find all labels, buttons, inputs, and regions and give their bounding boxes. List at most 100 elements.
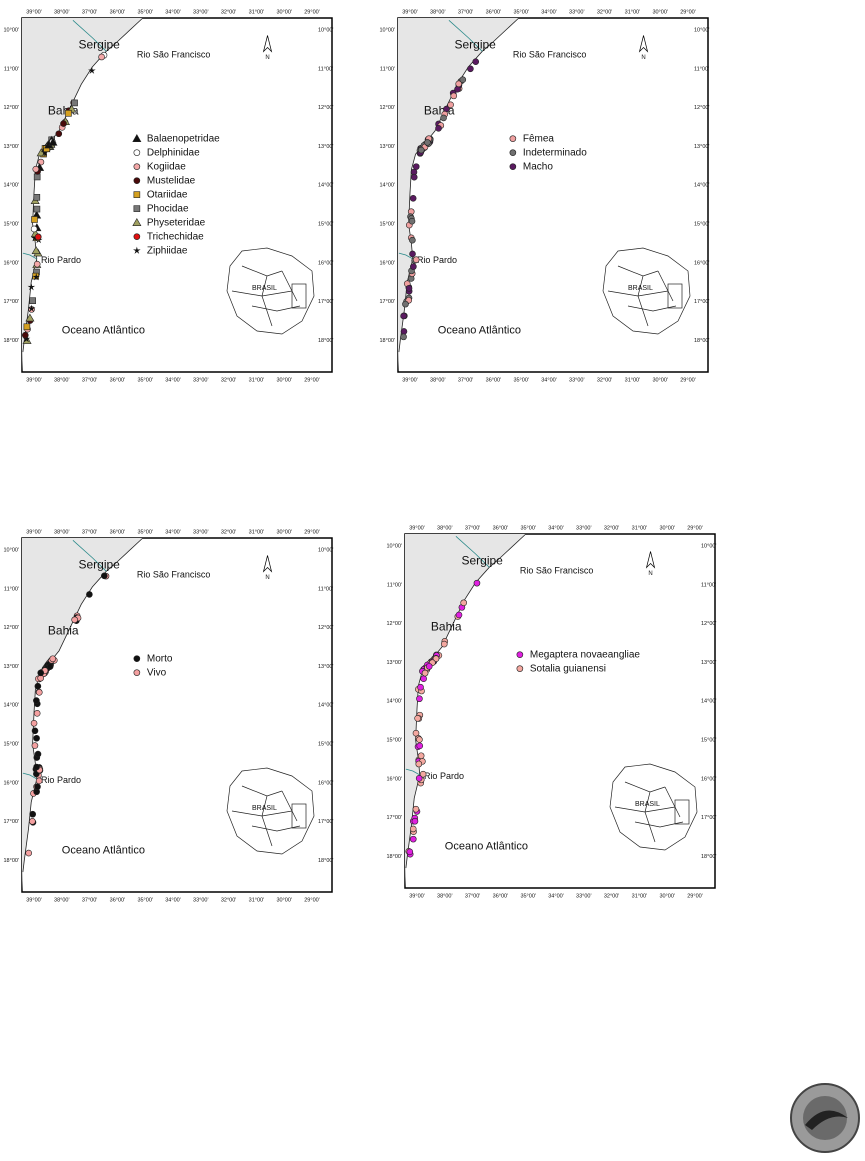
north-arrow [262,555,273,573]
marker [472,58,480,66]
marker [30,719,38,727]
lon-label: 39°00' [409,525,425,531]
lat-label: 13°00' [694,144,710,150]
place-label: Oceano Atlântico [62,845,145,857]
marker [417,146,425,154]
legend-label: Morto [147,653,173,664]
lon-label: 34°00' [165,529,181,535]
lat-label: 15°00' [694,221,710,227]
marker [412,729,420,737]
marker [447,101,454,109]
lat-label: 16°00' [380,260,396,266]
lon-label: 35°00' [513,9,529,15]
lat-label: 11°00' [4,66,19,72]
inset-label: BRASIL [252,805,277,812]
lat-label: 12°00' [701,621,717,627]
marker [37,158,45,166]
inset-borders [226,767,315,855]
marker [71,99,78,107]
lon-label: 35°00' [513,377,529,383]
marker [33,697,40,704]
marker [33,173,41,181]
lat-label: 17°00' [4,299,20,305]
lon-label: 36°00' [493,893,509,899]
marker [34,682,42,690]
marker [440,114,447,122]
marker [22,331,29,339]
lat-label: 12°00' [380,105,396,111]
lat-label: 15°00' [318,741,334,747]
lat-label: 11°00' [380,66,395,72]
marker [133,205,141,212]
lat-label: 13°00' [387,660,403,666]
lon-label: 38°00' [54,529,70,535]
marker [415,760,423,768]
lon-label: 32°00' [221,377,237,383]
lon-label: 37°00' [458,9,474,15]
place-label: Rio Pardo [41,775,81,785]
marker [31,727,39,735]
marker [49,655,57,663]
place-label: Rio São Francisco [520,566,594,576]
land [22,538,143,892]
lon-label: 30°00' [276,9,292,15]
place-label: Sergipe [78,558,120,572]
place-label: Oceano Atlântico [445,841,528,853]
lat-label: 18°00' [380,338,396,344]
inset-borders [602,247,691,335]
lon-label: 36°00' [486,9,502,15]
lon-label: 32°00' [597,9,613,15]
marker [420,675,427,683]
marker [98,53,105,61]
lat-label: 15°00' [318,221,334,227]
marker [34,750,42,758]
lon-label: 33°00' [193,529,209,535]
marker [440,640,448,648]
marker [425,663,433,670]
lat-label: 18°00' [701,854,717,860]
marker [133,655,141,662]
land [22,18,143,372]
lat-label: 14°00' [318,183,334,189]
legend-label: Indeterminado [523,147,587,158]
marker [450,92,458,100]
lat-label: 11°00' [318,66,333,72]
map-panel: 39°00' 39°00' 38°00' 38°00' 37°00' 37°00' 36°0… [380,9,710,383]
lat-label: 18°00' [318,858,334,864]
lat-label: 11°00' [318,586,333,592]
lat-label: 15°00' [4,741,20,747]
lat-label: 18°00' [4,858,20,864]
lon-label: 36°00' [110,9,126,15]
marker [509,163,517,170]
lon-label: 35°00' [137,377,153,383]
lon-label: 32°00' [604,893,620,899]
marker [32,165,40,173]
marker [33,205,41,213]
marker [35,777,43,785]
lat-label: 16°00' [318,780,334,786]
lon-label: 38°00' [437,525,453,531]
lon-label: 36°00' [110,529,126,535]
lon-label: 39°00' [409,893,425,899]
marker [400,328,408,335]
map-panel: 39°00' 39°00' 38°00' 38°00' 37°00' 37°00' 36°0… [4,529,334,903]
lat-label: 17°00' [701,815,717,821]
marker [406,848,414,856]
lat-label: 16°00' [4,260,20,266]
lat-label: 17°00' [4,819,20,825]
marker [48,137,58,146]
marker [416,695,423,703]
lat-label: 15°00' [701,737,717,743]
marker [88,66,96,74]
river [398,252,413,260]
lat-label: 18°00' [318,338,334,344]
marker [31,216,38,223]
lon-label: 31°00' [249,897,265,903]
river [72,20,107,52]
lat-label: 10°00' [380,27,396,33]
lon-label: 33°00' [576,525,592,531]
place-label: Rio São Francisco [137,570,211,580]
marker [33,763,40,771]
place-label: Rio Pardo [41,255,81,265]
lat-label: 16°00' [4,780,20,786]
